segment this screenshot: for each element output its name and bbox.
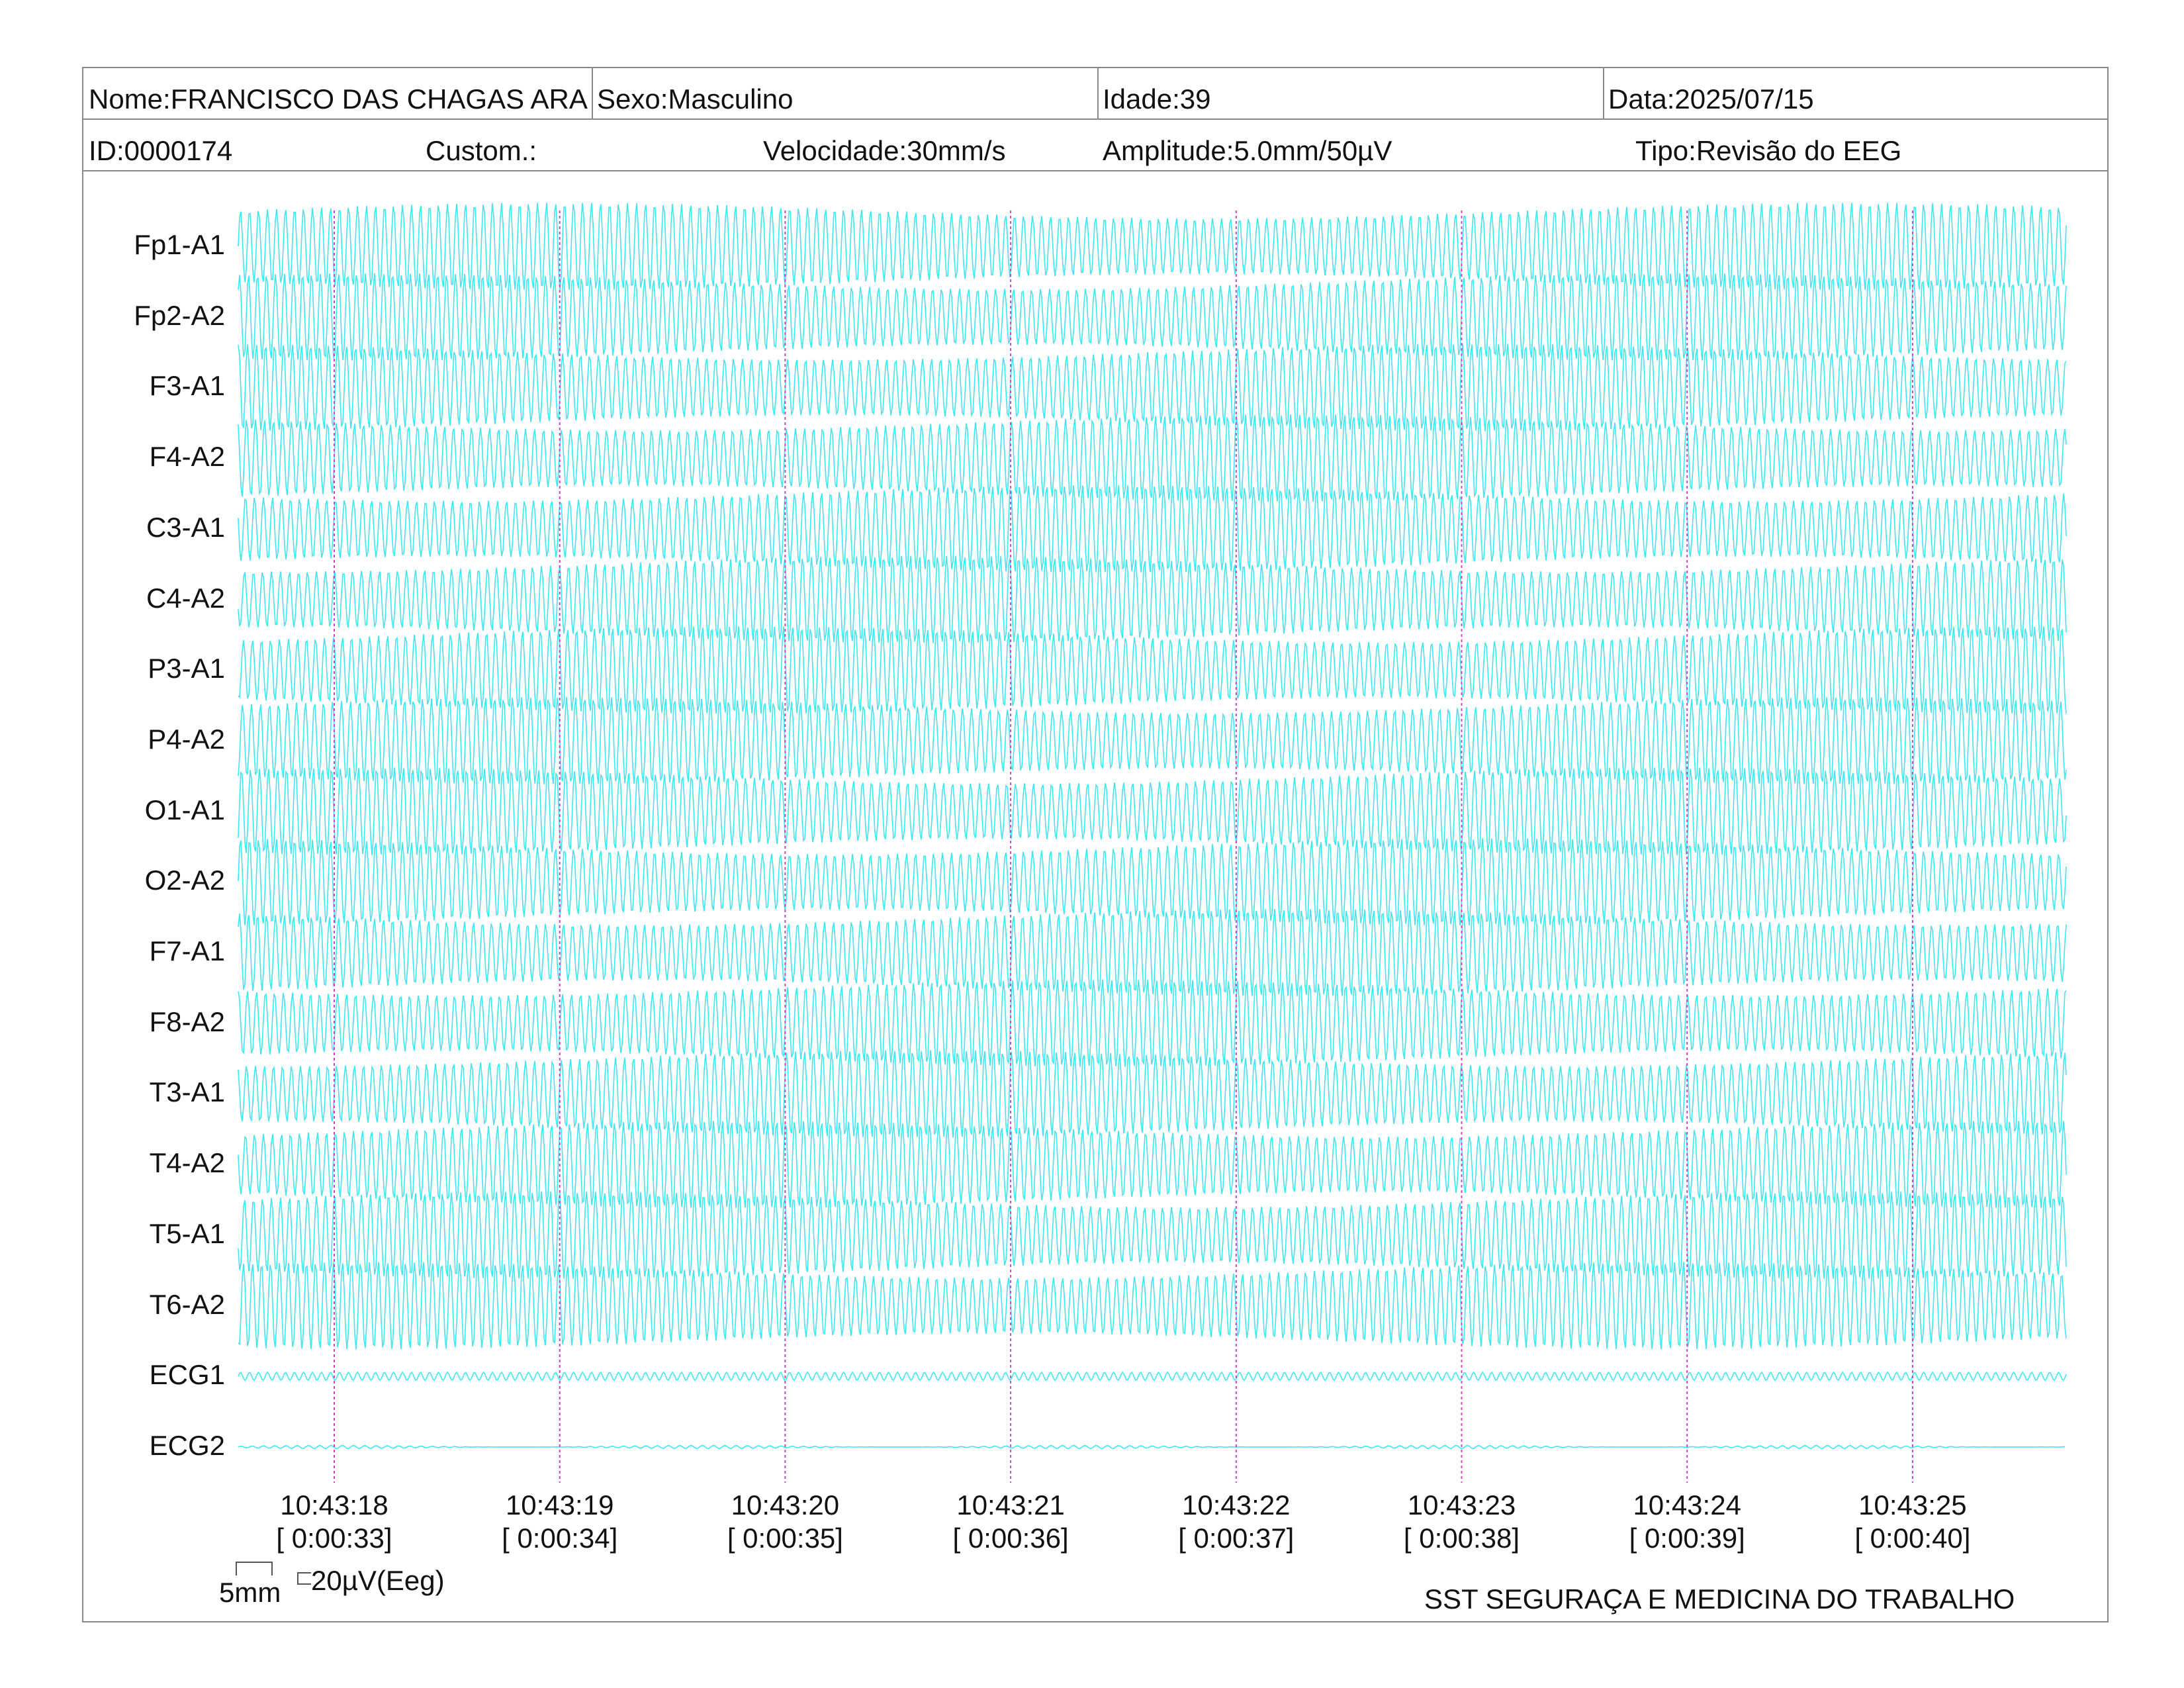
channel-label: F7-A1	[149, 935, 225, 966]
channel-label: O2-A2	[144, 865, 225, 896]
channel-label: Fp1-A1	[134, 229, 225, 260]
channel-label: P3-A1	[148, 653, 225, 684]
channel-trace	[238, 1444, 2065, 1450]
channel-trace	[238, 344, 2067, 432]
patient-id: ID:0000174	[89, 135, 233, 166]
channel-trace	[238, 1371, 2067, 1382]
channel-trace	[238, 1192, 2067, 1279]
header-divider	[592, 68, 593, 120]
header-row-2: ID:0000174 Custom.: Velocidade:30mm/s Am…	[83, 120, 2107, 171]
clinic-name: SST SEGURAÇA E MEDICINA DO TRABALHO	[1424, 1583, 2015, 1615]
channel-trace	[238, 203, 2067, 290]
channel-trace	[238, 1050, 2067, 1138]
time-scale-bar	[236, 1562, 273, 1575]
header-row-1: Nome:FRANCISCO DAS CHAGAS ARA Sexo:Mascu…	[83, 68, 2107, 120]
channel-label: P4-A2	[148, 723, 225, 755]
channel-trace	[238, 838, 2067, 926]
time-elapsed-label: [ 0:00:36]	[952, 1523, 1069, 1554]
amplitude-scale-bar	[297, 1572, 311, 1585]
time-clock-label: 10:43:19	[505, 1489, 614, 1521]
report-frame: Nome:FRANCISCO DAS CHAGAS ARA Sexo:Mascu…	[82, 67, 2109, 1622]
time-clock-label: 10:43:24	[1633, 1489, 1741, 1521]
channel-trace	[238, 273, 2067, 361]
traces-group	[238, 203, 2067, 1450]
channel-trace	[238, 1121, 2067, 1209]
patient-sex: Sexo:Masculino	[597, 83, 794, 115]
amplitude-setting: Amplitude:5.0mm/50µV	[1103, 135, 1392, 166]
time-elapsed-label: [ 0:00:40]	[1854, 1523, 1971, 1554]
time-elapsed-label: [ 0:00:33]	[276, 1523, 392, 1554]
channel-trace	[238, 414, 2067, 502]
time-clock-label: 10:43:18	[280, 1489, 388, 1521]
channel-trace	[238, 909, 2067, 996]
patient-name: Nome:FRANCISCO DAS CHAGAS ARA	[89, 83, 588, 115]
scale-bars	[236, 1562, 311, 1585]
channel-label: ECG2	[149, 1429, 225, 1461]
channel-label: O1-A1	[144, 794, 225, 825]
header-divider	[1097, 68, 1099, 120]
channel-trace	[238, 696, 2067, 784]
channel-trace	[238, 555, 2067, 643]
time-clock-label: 10:43:25	[1858, 1489, 1967, 1521]
header-divider	[1603, 68, 1604, 120]
channel-label: T4-A2	[149, 1147, 225, 1179]
channel-label: T5-A1	[149, 1217, 225, 1249]
patient-age: Idade:39	[1103, 83, 1211, 115]
channel-trace	[238, 626, 2067, 714]
channel-trace	[238, 767, 2067, 855]
time-elapsed-label: [ 0:00:35]	[727, 1523, 843, 1554]
time-clock-label: 10:43:20	[731, 1489, 840, 1521]
channel-label: T6-A2	[149, 1288, 225, 1320]
time-elapsed-label: [ 0:00:38]	[1403, 1523, 1520, 1554]
channel-trace	[238, 979, 2067, 1067]
amplitude-scale-label: 20µV(Eeg)	[311, 1565, 445, 1596]
channel-label: ECG1	[149, 1359, 225, 1391]
channel-trace	[238, 1262, 2067, 1350]
exam-type: Tipo:Revisão do EEG	[1635, 135, 1902, 166]
channel-label: T3-A1	[149, 1076, 225, 1108]
channel-label: C4-A2	[146, 582, 225, 614]
time-elapsed-label: [ 0:00:34]	[502, 1523, 618, 1554]
time-scale-label: 5mm	[219, 1577, 281, 1608]
channel-label: F3-A1	[149, 370, 225, 402]
exam-date: Data:2025/07/15	[1608, 83, 1814, 115]
custom-field: Custom.:	[426, 135, 537, 166]
channel-trace	[238, 485, 2067, 573]
paper-speed: Velocidade:30mm/s	[763, 135, 1006, 166]
time-markers	[334, 211, 1913, 1483]
time-clock-label: 10:43:21	[956, 1489, 1065, 1521]
time-elapsed-label: [ 0:00:39]	[1629, 1523, 1745, 1554]
channel-label: F8-A2	[149, 1006, 225, 1037]
time-clock-label: 10:43:23	[1407, 1489, 1516, 1521]
channel-label: F4-A2	[149, 441, 225, 473]
channel-label: Fp2-A2	[134, 299, 225, 331]
time-elapsed-label: [ 0:00:37]	[1178, 1523, 1295, 1554]
time-clock-label: 10:43:22	[1182, 1489, 1291, 1521]
channel-label: C3-A1	[146, 511, 225, 543]
